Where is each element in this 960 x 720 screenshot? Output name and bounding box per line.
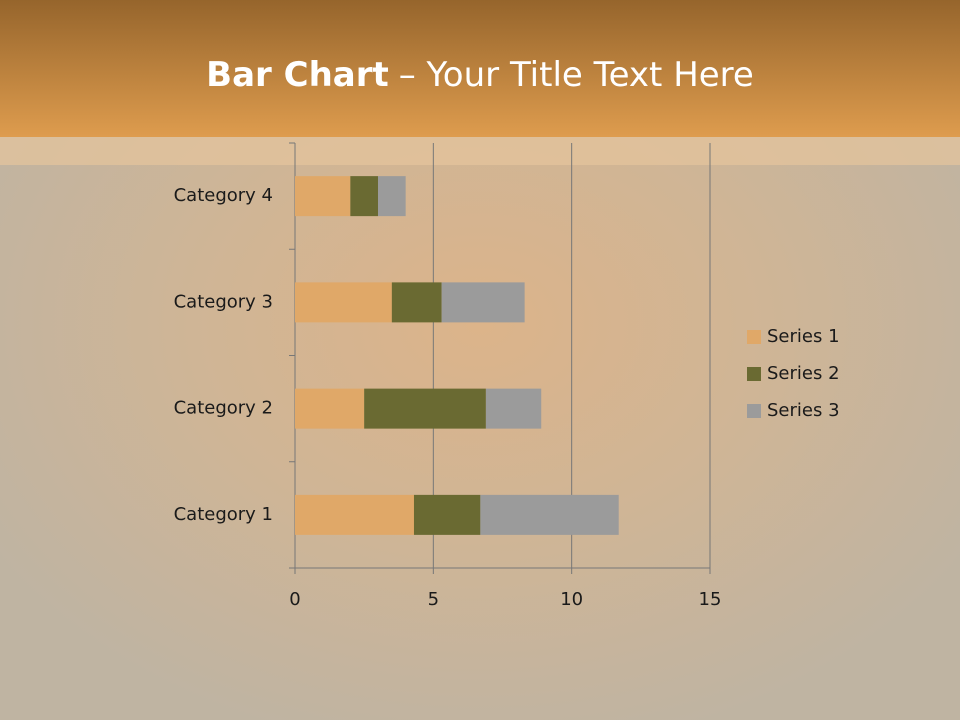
bar xyxy=(441,282,525,323)
title-bold: Bar Chart xyxy=(206,55,389,95)
y-tick-label: Category 1 xyxy=(174,504,273,525)
bar xyxy=(295,282,392,323)
title-rest: – Your Title Text Here xyxy=(399,55,754,95)
legend-swatch xyxy=(747,404,761,418)
bar xyxy=(364,388,486,429)
legend-label: Series 3 xyxy=(767,400,840,421)
bar xyxy=(485,388,542,429)
bar xyxy=(391,282,442,323)
legend-swatch xyxy=(747,367,761,381)
bar xyxy=(295,388,365,429)
header-band xyxy=(0,137,960,165)
bar xyxy=(350,176,378,217)
x-tick-label: 0 xyxy=(289,589,300,610)
bar xyxy=(480,494,619,535)
header xyxy=(0,0,960,137)
bar xyxy=(378,176,406,217)
x-tick-label: 15 xyxy=(699,589,722,610)
legend-label: Series 2 xyxy=(767,363,840,384)
bar xyxy=(295,176,351,217)
title: Bar Chart – Your Title Text Here xyxy=(206,55,754,95)
legend-label: Series 1 xyxy=(767,326,840,347)
legend-swatch xyxy=(747,330,761,344)
x-tick-label: 5 xyxy=(428,589,439,610)
bar xyxy=(413,494,481,535)
y-tick-label: Category 3 xyxy=(174,291,273,312)
x-tick-label: 10 xyxy=(560,589,583,610)
y-tick-label: Category 2 xyxy=(174,398,273,419)
bar xyxy=(295,494,414,535)
y-tick-label: Category 4 xyxy=(174,185,273,206)
